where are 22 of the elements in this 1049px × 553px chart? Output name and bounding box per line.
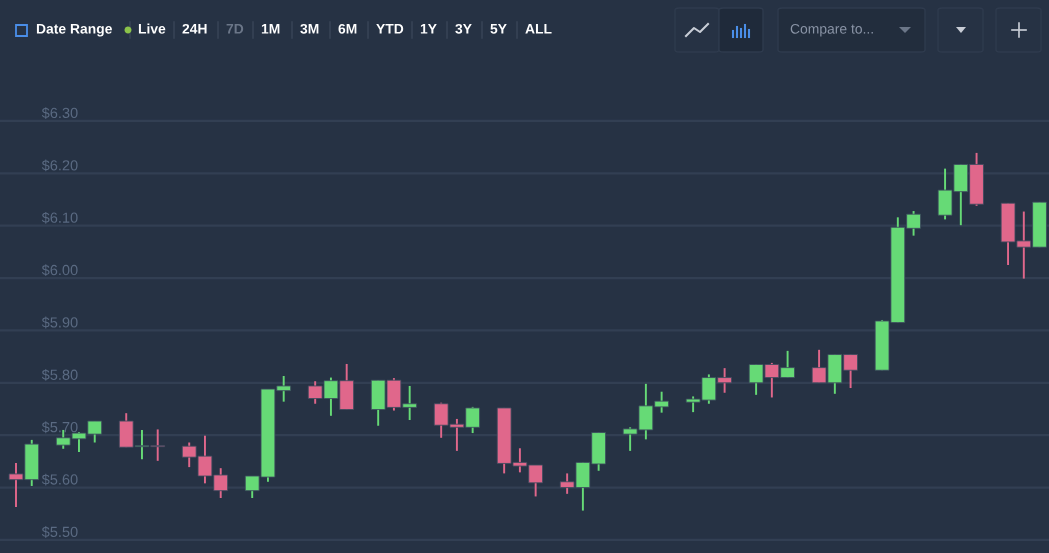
y-tick-label: $5.90 — [41, 316, 78, 329]
y-tick-label: $6.30 — [41, 107, 78, 119]
y-tick-label: $6.10 — [41, 211, 78, 224]
y-tick-label: $5.80 — [41, 368, 78, 381]
annotation: Compare to... — [790, 23, 873, 37]
y-tick-label: $5.50 — [41, 526, 78, 538]
y-tick-label: $6.00 — [41, 264, 78, 277]
annotation: 1Y — [420, 24, 437, 34]
annotation: ALL — [525, 24, 552, 34]
annotation: 6M — [338, 23, 357, 34]
annotation: Date Range — [36, 23, 112, 37]
annotation: 5Y — [490, 24, 507, 34]
annotation: 3M — [300, 23, 319, 34]
y-tick-label: $5.70 — [41, 421, 78, 434]
annotation: Live — [138, 23, 166, 34]
annotation: 1M — [261, 24, 280, 34]
annotation: 7D — [226, 24, 244, 34]
annotation: 24H — [182, 23, 207, 34]
y-tick-label: $5.60 — [41, 473, 78, 486]
annotation: YTD — [376, 24, 404, 34]
annotation: 3Y — [455, 23, 472, 34]
y-tick-label: $6.20 — [41, 159, 78, 172]
